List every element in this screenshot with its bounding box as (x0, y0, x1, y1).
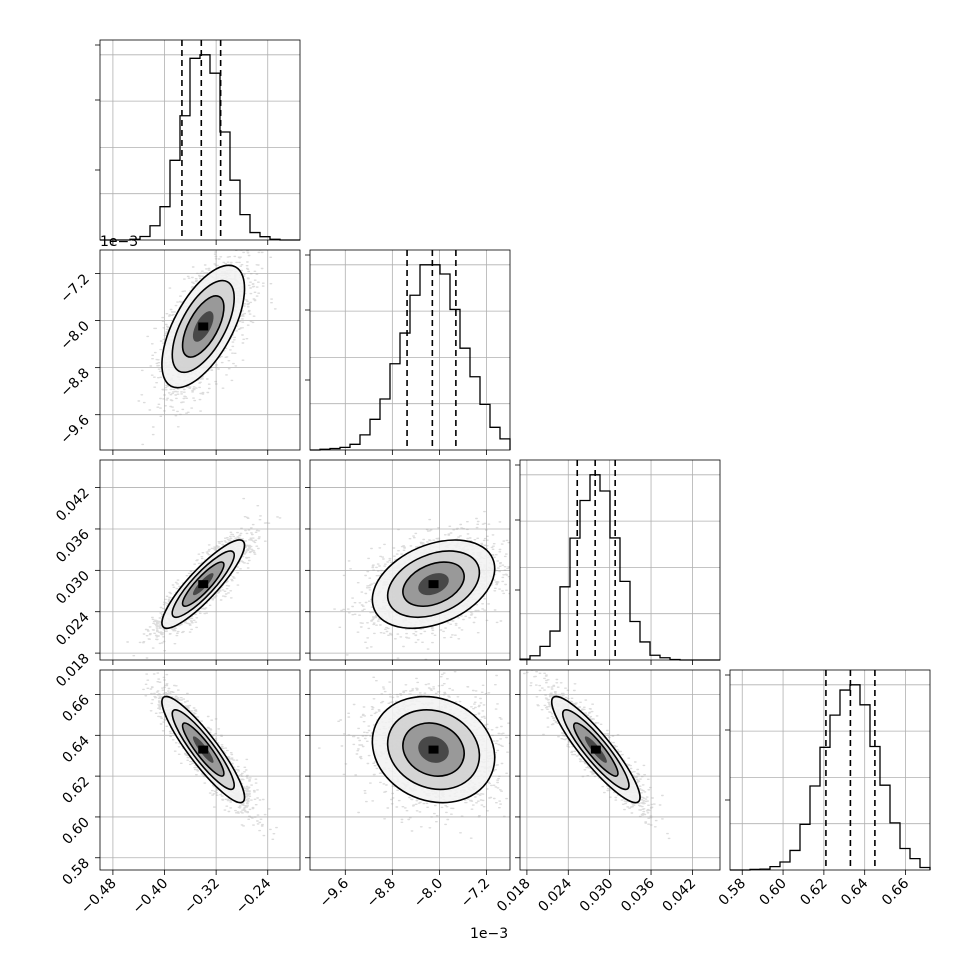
density-peak (198, 322, 209, 331)
x-tick-label-p1: −8.0 (411, 876, 446, 911)
panel-frame (729, 669, 931, 871)
scatter-panel-p1-p3 (305, 669, 511, 875)
x-tick-label-p2: 0.018 (494, 876, 534, 916)
panel-frame (99, 39, 301, 241)
panel-content (100, 460, 300, 660)
x-tick-label-p0: −0.48 (78, 876, 120, 918)
density-peak (428, 580, 439, 589)
x-tick-label-p1: −8.8 (364, 876, 399, 911)
scatter-panel-p0-p3 (95, 669, 301, 875)
histogram-step-p3 (730, 684, 931, 871)
histogram-panel-p3 (725, 669, 931, 875)
x-tick-label-p2: 0.024 (535, 875, 575, 915)
y-tick-label-p3: 0.64 (59, 733, 92, 766)
x-tick-label-p0: −0.40 (130, 876, 172, 918)
y-tick-label-p2: 0.030 (53, 568, 93, 608)
histogram-step-p1 (310, 264, 511, 451)
panel-frame (99, 459, 301, 661)
scatter-panel-p1-p2 (305, 459, 511, 665)
y-tick-label-p3: 0.62 (59, 774, 92, 807)
x-tick-label-p3: 0.66 (879, 875, 912, 908)
y-tick-label-p3: 0.58 (59, 855, 92, 888)
y-tick-label-p1: −8.8 (57, 365, 92, 400)
scatter-panel-p2-p3 (515, 669, 721, 875)
y-tick-label-p1: −8.0 (57, 318, 92, 353)
y-tick-label-p3: 0.66 (59, 692, 92, 725)
x-tick-label-p0: −0.24 (233, 875, 275, 917)
panel-content (310, 670, 510, 870)
x-tick-label-p3: 0.60 (757, 876, 790, 909)
y-tick-label-p1: −7.2 (57, 271, 92, 306)
panel-frame (309, 669, 511, 871)
panel-frame (519, 459, 721, 661)
x-tick-label-p0: −0.32 (181, 876, 223, 918)
x-tick-label-p3: 0.64 (838, 875, 871, 908)
x-tick-label-p2: 0.036 (618, 875, 658, 915)
panel-frame (309, 459, 511, 661)
histogram-step-p0 (100, 54, 300, 241)
panel-frame (99, 249, 301, 451)
scatter-panel-p0-p1 (95, 249, 301, 455)
histogram-step-p2 (519, 474, 720, 661)
panel-content (100, 670, 300, 870)
histogram-panel-p1 (305, 249, 511, 455)
density-peak (590, 745, 601, 754)
y-offset-text: 1e−3 (100, 234, 138, 250)
x-tick-label-p3: 0.58 (716, 876, 749, 909)
y-tick-label-p3: 0.60 (59, 814, 92, 847)
y-tick-label-p1: −9.6 (57, 412, 92, 447)
panel-frame (99, 669, 301, 871)
panel-frame (309, 249, 511, 451)
x-tick-label-p1: −7.2 (458, 876, 493, 911)
x-tick-label-p2: 0.030 (577, 876, 617, 916)
density-peak (198, 580, 209, 589)
histogram-panel-p0 (95, 39, 301, 245)
x-tick-label-p1: −9.6 (317, 875, 352, 910)
y-tick-label-p2: 0.036 (53, 526, 93, 566)
histogram-panel-p2 (515, 459, 721, 665)
panel-frame (519, 669, 721, 871)
scatter-panel-p0-p2 (95, 459, 301, 665)
panel-content (310, 460, 510, 660)
y-tick-label-p2: 0.018 (53, 651, 93, 691)
y-tick-label-p2: 0.024 (53, 609, 93, 649)
x-tick-label-p3: 0.62 (797, 876, 830, 909)
density-peak (428, 745, 439, 754)
density-peak (198, 745, 209, 754)
panel-content (520, 670, 720, 870)
panel-content (100, 250, 300, 450)
y-tick-label-p2: 0.042 (53, 485, 93, 525)
x-tick-label-p2: 0.042 (660, 876, 700, 916)
x-offset-text: 1e−3 (470, 926, 508, 942)
